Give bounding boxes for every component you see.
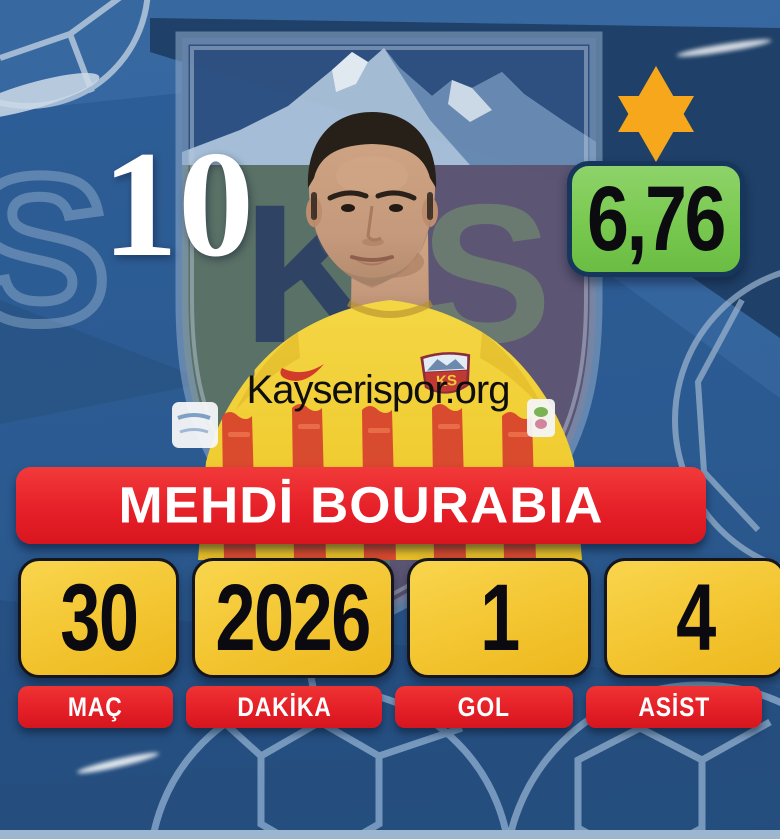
- eye: [389, 204, 403, 212]
- light-streak: [676, 39, 772, 57]
- stat-box-goals: 1: [407, 558, 591, 678]
- mountain-snow: [332, 52, 368, 92]
- stat-value: 2026: [215, 564, 372, 671]
- player-name-banner: MEHDİ BOURABIA: [16, 467, 706, 544]
- stat-label-text: ASİST: [638, 691, 710, 722]
- mountain-shadow: [384, 48, 596, 165]
- mountain-snow: [448, 80, 492, 122]
- stat-value: 4: [675, 564, 716, 671]
- player-name: MEHDİ BOURABIA: [118, 476, 604, 535]
- eyebrow: [327, 190, 369, 201]
- eye: [341, 204, 355, 212]
- stat-label-text: GOL: [457, 691, 511, 722]
- light-streak: [77, 752, 159, 774]
- stat-label-minutes: DAKİKA: [186, 686, 382, 728]
- patch-letters: KS: [436, 372, 458, 390]
- rating-block: 6,76: [567, 60, 745, 277]
- stat-box-matches: 30: [18, 558, 179, 678]
- forehead-highlight: [336, 156, 408, 196]
- stat-label-assists: ASİST: [586, 686, 762, 728]
- star-icon: [618, 66, 694, 162]
- stat-box-minutes: 2026: [192, 558, 394, 678]
- jersey-stripe-texture: [228, 424, 530, 437]
- swoosh-logo: [280, 364, 324, 381]
- stat-box-assists: 4: [604, 558, 780, 678]
- stats-row: 30 2026 1 4: [18, 558, 780, 678]
- stat-labels-row: MAÇ DAKİKA GOL ASİST: [18, 686, 762, 728]
- jersey-crest-patch: KS: [420, 352, 471, 394]
- nose-shadow: [362, 238, 384, 246]
- dark-band-left: [0, 300, 210, 424]
- jersey-fold: [480, 332, 544, 410]
- jersey-fold: [236, 332, 300, 410]
- shirt-number: 10: [102, 120, 254, 288]
- eyebrow: [375, 190, 417, 201]
- stat-label-goals: GOL: [395, 686, 573, 728]
- football-pattern: [672, 270, 780, 570]
- rating-value: 6,76: [587, 168, 727, 270]
- player-hair: [307, 112, 437, 188]
- player-face: [308, 114, 436, 288]
- sideburn: [311, 192, 317, 220]
- mouth: [350, 255, 394, 262]
- light-crescent: [0, 73, 100, 119]
- stat-label-matches: MAÇ: [18, 686, 173, 728]
- football-pattern: [505, 681, 780, 839]
- bottom-strip: [0, 830, 780, 839]
- background-letter: S: [0, 132, 110, 367]
- stat-value: 1: [479, 564, 520, 671]
- rating-box: 6,76: [567, 161, 745, 277]
- sleeve-patch-left: [172, 402, 218, 448]
- stat-label-text: MAÇ: [68, 691, 123, 722]
- lower-lip: [354, 259, 390, 266]
- stat-value: 30: [59, 564, 139, 671]
- patch-mountain: [426, 359, 465, 371]
- jersey-collar: [347, 300, 433, 318]
- sideburn: [427, 192, 433, 220]
- watermark-text: Kayserispor.org: [246, 368, 511, 412]
- sleeve-patch-right: [527, 399, 555, 437]
- patch-bottom: [425, 370, 468, 392]
- stat-label-text: DAKİKA: [236, 691, 332, 722]
